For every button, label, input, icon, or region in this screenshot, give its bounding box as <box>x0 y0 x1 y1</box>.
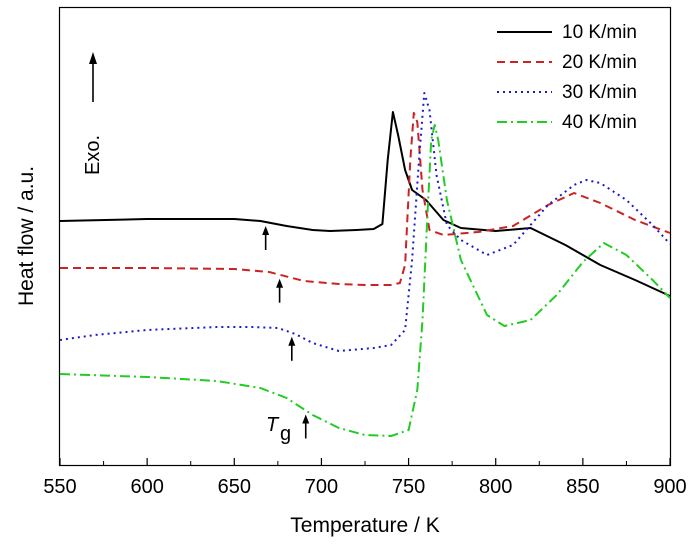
x-tick-label: 900 <box>653 476 686 498</box>
series-line <box>60 112 671 286</box>
legend-entry-label: 30 K/min <box>562 82 637 103</box>
x-tick-label: 550 <box>43 476 76 498</box>
x-tick-label: 600 <box>130 476 163 498</box>
legend-entry-label: 20 K/min <box>562 52 637 73</box>
legend: 10 K/min 20 K/min 30 K/min 40 K/min <box>497 22 637 133</box>
plot-frame <box>58 6 672 467</box>
x-tick-label: 650 <box>218 476 251 498</box>
x-tick-label: 800 <box>479 476 512 498</box>
tg-label-main: T <box>266 414 280 436</box>
x-axis-ticks: 550 600 650 700 750 800 850 900 <box>43 458 687 498</box>
legend-entry-label: 10 K/min <box>562 22 637 43</box>
x-tick-label: 700 <box>305 476 338 498</box>
legend-entry-label: 40 K/min <box>562 112 637 133</box>
x-tick-label: 750 <box>392 476 425 498</box>
series-layer <box>59 92 671 437</box>
tg-arrow-up-icon <box>288 336 296 346</box>
exo-arrow-head-icon <box>89 52 97 64</box>
tg-markers <box>262 226 310 439</box>
exo-annotation: Exo. <box>82 52 104 175</box>
y-axis-label: Heat flow / a.u. <box>15 166 38 306</box>
series-line <box>59 111 671 297</box>
series-line <box>59 124 671 437</box>
tg-arrow-up-icon <box>276 278 284 288</box>
tg-label-sub: g <box>280 423 291 445</box>
x-tick-label: 850 <box>566 476 599 498</box>
series-line <box>59 92 671 352</box>
x-axis-label: Temperature / K <box>290 514 439 537</box>
tg-annotation: T g <box>266 414 291 445</box>
exo-label: Exo. <box>82 135 104 175</box>
tg-arrow-up-icon <box>302 414 310 424</box>
tg-arrow-up-icon <box>262 226 270 235</box>
